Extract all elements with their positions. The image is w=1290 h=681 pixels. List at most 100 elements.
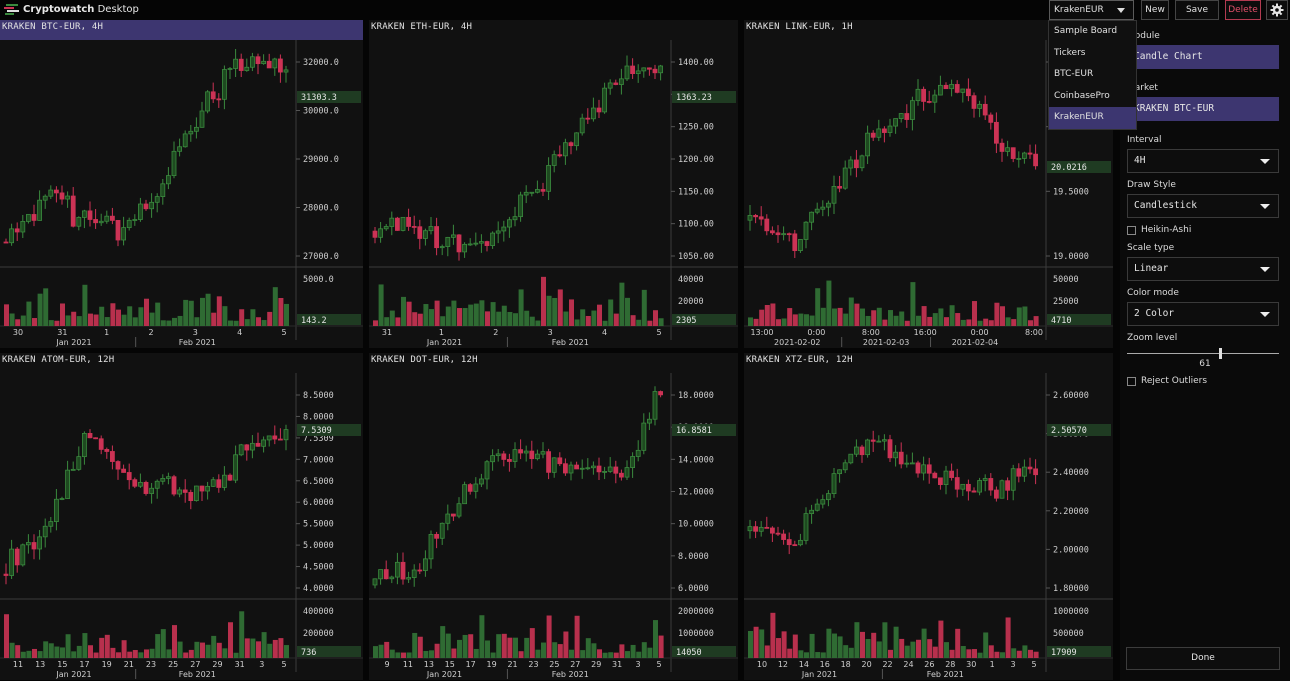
candle-chart-canvas: 1400.001300.001250.001200.001150.001100.…	[369, 40, 738, 347]
candle-body	[848, 453, 854, 464]
settings-button[interactable]	[1266, 0, 1288, 20]
interval-label: Interval	[1127, 135, 1162, 145]
volume-bar	[820, 652, 826, 658]
heikin-ashi-checkbox[interactable]	[1127, 226, 1136, 235]
volume-bar	[608, 652, 614, 658]
volume-bar	[770, 303, 776, 326]
time-tick-label: 5	[281, 660, 286, 669]
candle-body	[534, 189, 540, 193]
app-title-rest: Desktop	[94, 4, 139, 15]
candle-body	[221, 69, 227, 100]
price-tick-label: 5.5000	[303, 520, 334, 530]
volume-bar	[988, 645, 994, 658]
volume-bar	[144, 649, 149, 658]
time-tick-label: 1	[104, 328, 109, 337]
time-tick-label: 8:00	[1025, 328, 1043, 337]
price-tick-label: 5.0000	[303, 541, 334, 551]
price-tick-label: 10.0000	[678, 520, 714, 530]
candle-body	[641, 67, 647, 72]
time-tick-label: 5	[281, 328, 286, 337]
scale-type-label: Scale type	[1127, 243, 1175, 253]
volume-bar	[228, 320, 233, 326]
candle-body	[182, 133, 188, 148]
candle-body	[115, 461, 121, 470]
candle-body	[769, 230, 775, 234]
board-menu-item[interactable]: Tickers	[1054, 47, 1086, 58]
candle-body	[932, 94, 938, 103]
volume-bar	[37, 651, 43, 658]
volume-bar	[820, 307, 826, 326]
board-select[interactable]: KrakenEUR	[1049, 0, 1134, 20]
scale-type-select[interactable]: Linear	[1127, 257, 1279, 281]
chart-panel[interactable]: KRAKEN ATOM-EUR, 12H 8.5000 8.0000 7.5309 7.…	[0, 353, 363, 680]
delete-button[interactable]: Delete	[1225, 0, 1261, 20]
volume-bar	[748, 630, 753, 658]
chart-title: KRAKEN ATOM-EUR, 12H	[2, 355, 115, 365]
candle-body	[411, 226, 417, 228]
volume-bar	[602, 320, 608, 326]
candle-body	[171, 150, 177, 177]
candle-body	[876, 440, 882, 443]
volume-bar	[518, 289, 524, 326]
time-tick-label: 16:00	[914, 328, 937, 337]
candle-body	[826, 202, 831, 208]
candle-body	[227, 474, 233, 481]
board-menu-item[interactable]: KrakenEUR	[1049, 107, 1136, 129]
volume-bar	[871, 632, 877, 658]
volume-bar	[546, 615, 552, 658]
candle-body	[630, 65, 636, 75]
candle-body	[137, 203, 143, 220]
candle-body	[104, 449, 110, 452]
candle-body	[434, 534, 439, 539]
candle-body	[490, 232, 495, 246]
time-tick-label: 28	[945, 660, 955, 669]
candle-body	[579, 117, 585, 134]
chart-panel[interactable]: KRAKEN DOT-EUR, 12H18.000016.000014.0000…	[369, 353, 738, 680]
volume-bar	[647, 320, 653, 326]
volume-tick-label: 25000	[1053, 297, 1079, 307]
new-button[interactable]: New	[1141, 0, 1169, 20]
chart-panel[interactable]: KRAKEN XTZ-EUR, 12H 2.60000 2.50570 2.40000…	[744, 353, 1113, 680]
volume-bar	[54, 646, 60, 658]
volume-tick-label: 5000.0	[303, 275, 334, 285]
done-button[interactable]: Done	[1126, 647, 1280, 670]
volume-bar	[166, 320, 172, 326]
reject-outliers-checkbox[interactable]	[1127, 377, 1136, 386]
volume-bar	[529, 316, 535, 326]
module-select[interactable]: Candle Chart	[1127, 45, 1279, 69]
candle-body	[451, 234, 456, 238]
volume-bar	[60, 647, 65, 658]
zoom-slider-thumb[interactable]	[1218, 348, 1222, 359]
draw-style-select[interactable]: Candlestick	[1127, 194, 1279, 218]
color-mode-select[interactable]: 2 Color	[1127, 302, 1279, 326]
chart-panel[interactable]: KRAKEN ETH-EUR, 4H1400.001300.001250.001…	[369, 20, 738, 348]
current-volume-label: 736	[301, 648, 316, 658]
volume-bar	[155, 302, 161, 326]
volume-bar	[893, 315, 899, 326]
board-menu-item[interactable]: Sample Board	[1054, 26, 1118, 36]
price-tick-label: 2.20000	[1053, 507, 1089, 517]
price-tick-label: 1.80000	[1053, 584, 1089, 594]
board-menu-item[interactable]: CoinbasePro	[1054, 90, 1110, 101]
volume-bar	[48, 643, 54, 658]
candle-body	[977, 103, 983, 109]
board-menu-item[interactable]: BTC-EUR	[1054, 69, 1094, 79]
price-tick-label: 4.0000	[303, 584, 334, 594]
candle-body	[31, 214, 37, 221]
volume-bar	[524, 310, 530, 326]
volume-bar	[938, 620, 944, 658]
volume-bar	[9, 313, 15, 326]
volume-bar	[888, 310, 893, 326]
candle-chart-canvas: 2.60000 2.50570 2.40000 2.20000 2.00000 1.800…	[744, 373, 1113, 679]
volume-bar	[815, 652, 821, 658]
zoom-slider-track[interactable]	[1127, 353, 1279, 354]
interval-select[interactable]: 4H	[1127, 149, 1279, 173]
candle-body	[635, 449, 641, 457]
chart-panel[interactable]: KRAKEN BTC-EUR, 4H 32000.0 30000.0 29000.0 2…	[0, 20, 363, 348]
save-as-button[interactable]: Save as...	[1175, 0, 1219, 33]
candle-body	[177, 146, 183, 152]
candle-body	[909, 462, 915, 465]
market-select[interactable]: KRAKEN BTC-EUR	[1127, 97, 1279, 121]
candle-body	[3, 573, 9, 576]
candle-chart-canvas: 32000.030000.029000.028000.027000.031303…	[0, 40, 363, 347]
